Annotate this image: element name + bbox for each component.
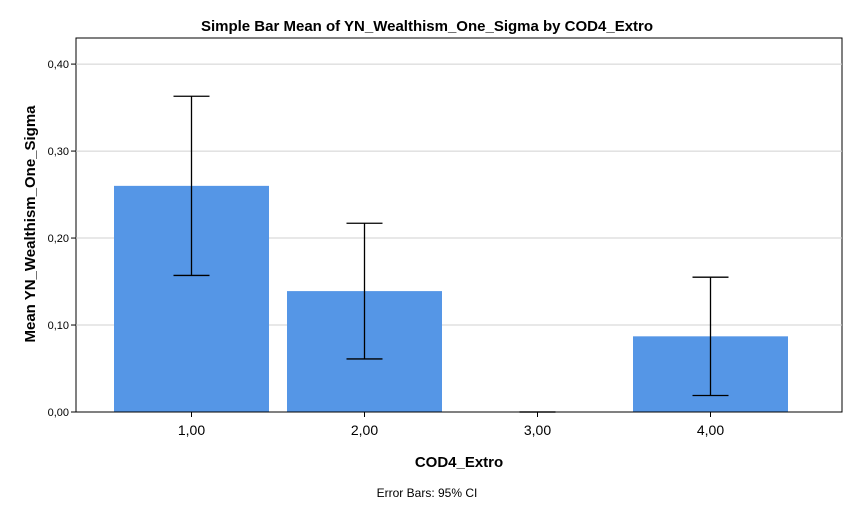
y-tick-label: 0,40: [48, 59, 69, 71]
x-axis-title: COD4_Extro: [415, 454, 503, 471]
x-tick-label: 2,00: [351, 422, 378, 438]
chart-title: Simple Bar Mean of YN_Wealthism_One_Sigm…: [201, 18, 653, 35]
y-tick-label: 0,30: [48, 146, 69, 158]
x-tick-label: 3,00: [524, 422, 551, 438]
y-tick-label: 0,10: [48, 320, 69, 332]
bars: [114, 185, 788, 412]
x-tick-label: 1,00: [178, 422, 205, 438]
y-axis-title: Mean YN_Wealthism_One_Sigma: [22, 105, 39, 343]
x-axis-ticks: 1,00 2,00 3,00 4,00: [178, 412, 724, 438]
y-axis-ticks: 0,00 0,10 0,20 0,30 0,40: [48, 59, 76, 419]
x-tick-label: 4,00: [697, 422, 724, 438]
error-bar-note: Error Bars: 95% CI: [377, 486, 478, 500]
y-tick-label: 0,00: [48, 407, 69, 419]
y-tick-label: 0,20: [48, 233, 69, 245]
